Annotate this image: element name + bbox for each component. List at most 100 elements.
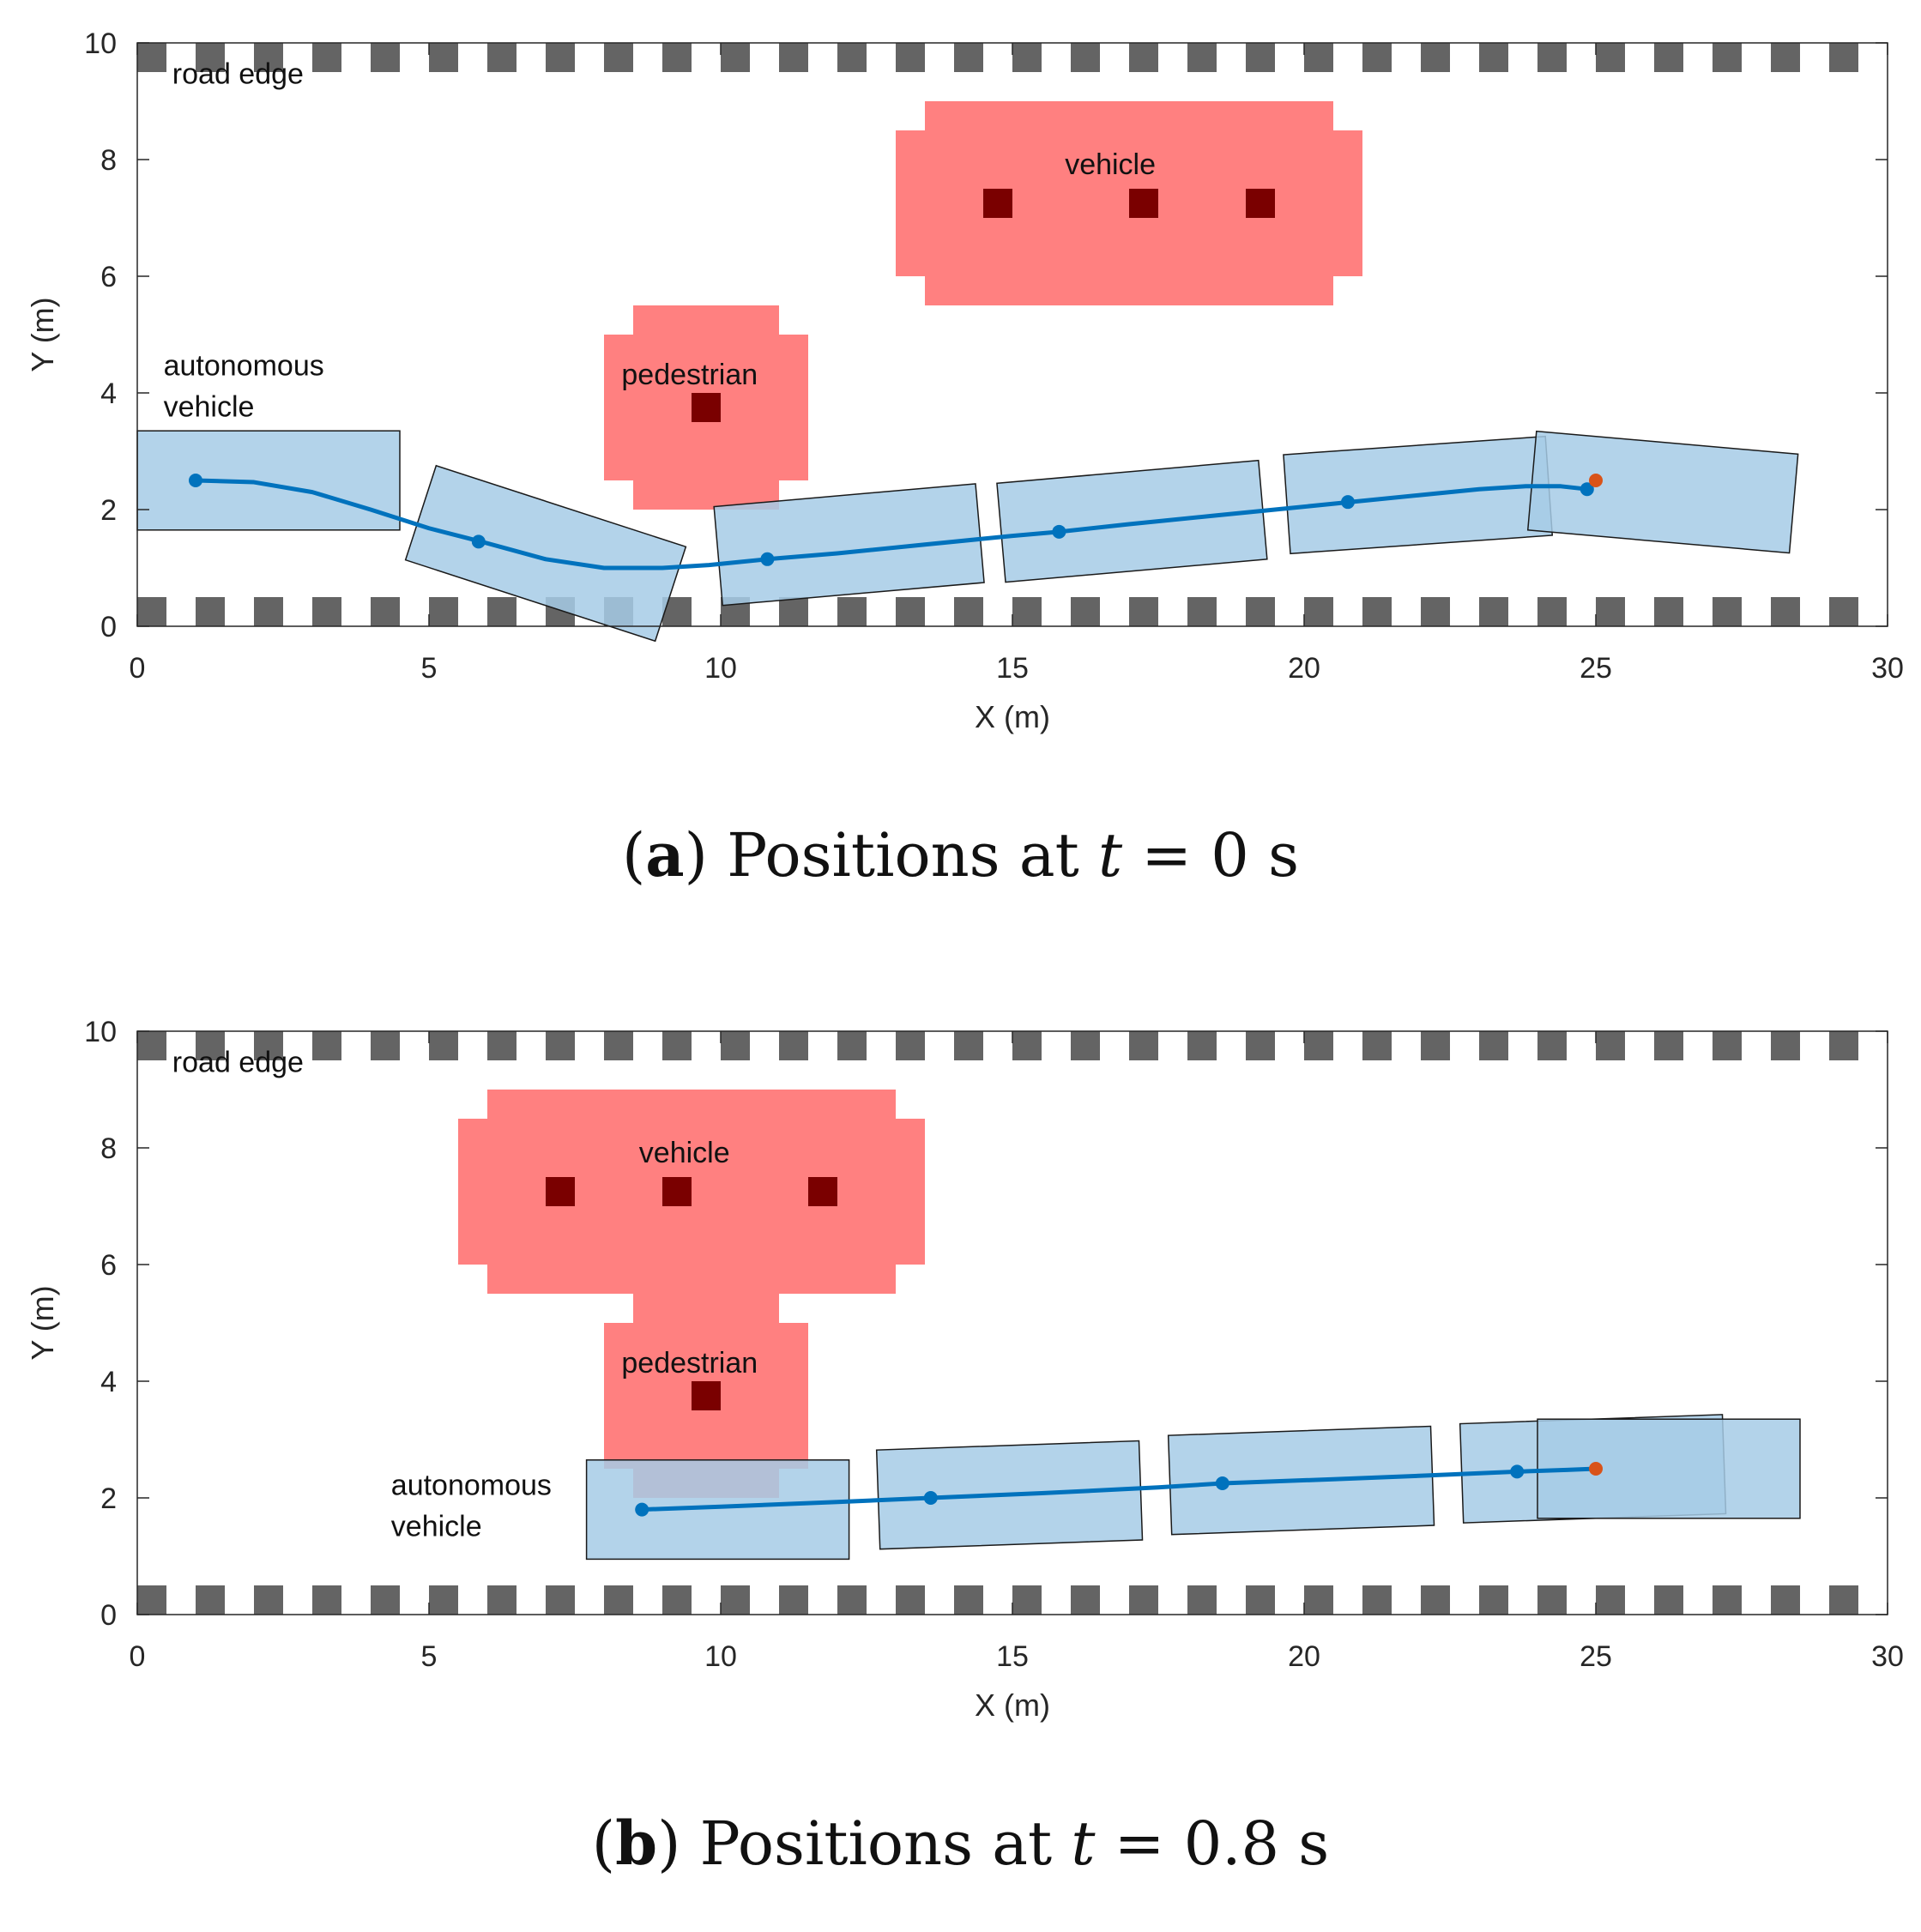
road-edge-dash-top [312,1031,341,1060]
x-tick-label: 30 [1871,652,1904,685]
x-axis: 0 5 10 15 20 25 30 [130,43,1904,685]
annotation-line: autonomous [164,350,324,383]
caption-a-label: a [645,819,685,891]
ego-footprint-5 [1526,430,1799,554]
road-edge-dash-bottom [1362,597,1392,626]
y-tick-label: 0 [100,1599,117,1632]
road-edge-dash-top [604,43,633,72]
annotation-line: road edge [172,58,304,91]
y-tick-label: 4 [100,1366,117,1398]
ego-footprint-2 [713,483,985,607]
road-edge-dash-top [779,43,808,72]
caption-b-var: t [1071,1808,1096,1879]
y-tick-label: 10 [84,27,117,60]
annotation-road-edge: road edge [172,58,304,91]
planned-path [195,478,1588,571]
road-edge-dash-top [1654,43,1683,72]
road-edge-dash-top [1071,1031,1100,1060]
road-edge-dash-bottom [1246,1585,1275,1615]
waypoint-4 [1341,495,1355,510]
vehicle-zone-center [546,1177,575,1206]
road-edge-dash-bottom [662,1585,692,1615]
pedestrian-zone-center [692,1381,721,1410]
road-edge-dash-top [254,1031,283,1060]
road-edge-dash-bottom [604,1585,633,1615]
waypoint-1 [471,534,486,549]
road-edge-dash-bottom [1071,597,1100,626]
road-edge-dash-bottom [896,1585,925,1615]
caption-a-text: Positions at [727,820,1079,891]
road-edge-dash-top [1187,1031,1217,1060]
waypoint-5 [1580,482,1594,497]
road-edge-dash-top [1829,1031,1858,1060]
road-edge-dash-bottom [1654,597,1683,626]
road-edge-dash-top [1713,1031,1742,1060]
road-edge-dash-top [1129,43,1158,72]
road-edge-dash-top [137,43,166,72]
road-edge-dash-top [721,43,750,72]
road-edges [137,43,1858,626]
road-edge-dash-bottom [1129,597,1158,626]
x-tick-label: 15 [996,652,1029,685]
y-tick-label: 10 [84,1016,117,1048]
road-edge-dash-bottom [837,1585,867,1615]
road-edge-dash-top [1771,1031,1800,1060]
annotation-line: road edge [172,1047,304,1079]
waypoints [635,1464,1525,1517]
vehicle-zone-center [1246,189,1275,218]
road-edge-dash-bottom [1537,597,1567,626]
road-edge-dash-bottom [779,597,808,626]
road-edge-dash-bottom [1596,1585,1625,1615]
road-edge-dash-top [1713,43,1742,72]
road-edge-dash-bottom [896,597,925,626]
road-edge-dash-bottom [1479,1585,1508,1615]
annotation-line: autonomous [391,1470,552,1502]
road-edge-dash-bottom [254,1585,283,1615]
caption-b-text: Positions at [699,1808,1053,1879]
annotation-road-edge: road edge [172,1047,304,1079]
waypoint-0 [189,474,202,487]
road-edge-dash-top [837,1031,867,1060]
y-tick-label: 4 [100,377,117,410]
x-tick-label: 0 [130,1640,146,1673]
x-tick-label: 25 [1580,1640,1612,1673]
road-edge-dash-top [1012,1031,1042,1060]
road-edge-dash-top [1421,43,1450,72]
road-edge-dash-bottom [1421,597,1450,626]
y-axis: 0 2 4 6 8 10 [84,27,1888,643]
x-tick-label: 20 [1288,652,1320,685]
road-edge-dash-top [196,43,225,72]
road-edge-dash-top [1246,43,1275,72]
road-edge-dash-top [896,43,925,72]
road-edge-dash-top [1362,1031,1392,1060]
caption-b-label: b [615,1808,658,1879]
annotation-pedestrian: pedestrian [621,1347,758,1380]
road-edge-dash-top [371,43,400,72]
annotation-line: vehicle [164,391,255,424]
road-edge-dash-bottom [1654,1585,1683,1615]
road-edge-dash-bottom [1304,1585,1333,1615]
pedestrian-zone-center [692,393,721,422]
road-edge-dash-bottom [254,597,283,626]
road-edge-dash-top [604,1031,633,1060]
y-tick-label: 6 [100,1249,117,1282]
road-edge-dash-bottom [1362,1585,1392,1615]
road-edge-dash-bottom [1479,597,1508,626]
road-edge-dash-bottom [371,1585,400,1615]
road-edge-dash-top [546,43,575,72]
road-edge-dash-top [1304,1031,1333,1060]
road-edge-dash-top [196,1031,225,1060]
caption-a: (a) Positions at t = 0 s [621,819,1300,891]
x-tick-label: 10 [704,652,737,685]
road-edge-dash-top [721,1031,750,1060]
annotation-line: pedestrian [621,359,758,391]
road-edge-dash-bottom [1829,1585,1858,1615]
road-edge-dash-bottom [429,597,458,626]
road-edge-dash-top [1129,1031,1158,1060]
ego-footprint-1 [404,464,687,643]
road-edge-dash-bottom [312,597,341,626]
road-edge-dash-top [1012,43,1042,72]
road-edge-dash-bottom [1012,1585,1042,1615]
annotation-obstacle-vehicle: vehicle [639,1137,730,1169]
vehicle-zone [458,1090,925,1294]
